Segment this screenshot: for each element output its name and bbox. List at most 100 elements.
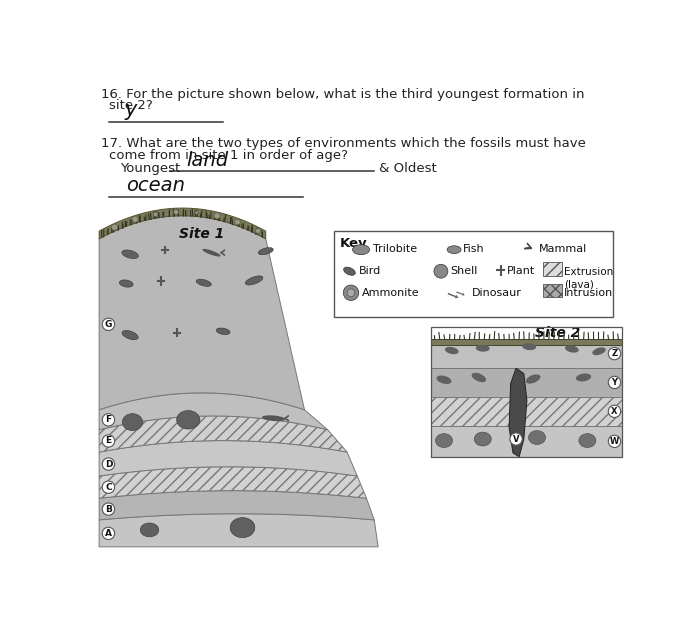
Ellipse shape <box>526 374 540 384</box>
Text: y: y <box>125 100 137 120</box>
Ellipse shape <box>522 343 536 350</box>
Text: 17. What are the two types of environments which the fossils must have: 17. What are the two types of environmen… <box>102 137 587 150</box>
Ellipse shape <box>176 411 200 429</box>
Ellipse shape <box>474 432 491 446</box>
Ellipse shape <box>447 246 461 253</box>
Text: Bird: Bird <box>358 266 381 276</box>
Ellipse shape <box>435 433 452 448</box>
Text: Plant: Plant <box>507 266 535 276</box>
Text: F: F <box>106 415 111 424</box>
Text: Dinosaur: Dinosaur <box>472 288 522 298</box>
Circle shape <box>608 376 621 388</box>
Circle shape <box>153 212 158 217</box>
Text: Ammonite: Ammonite <box>362 288 419 298</box>
Polygon shape <box>99 208 266 239</box>
Bar <box>430 339 622 368</box>
Ellipse shape <box>476 345 490 352</box>
Ellipse shape <box>262 415 285 421</box>
Circle shape <box>174 210 178 215</box>
Ellipse shape <box>122 250 139 258</box>
Circle shape <box>347 289 355 296</box>
Bar <box>334 231 613 318</box>
Ellipse shape <box>245 276 263 285</box>
Ellipse shape <box>344 267 356 275</box>
Text: Mammal: Mammal <box>539 244 587 254</box>
Text: V: V <box>513 435 519 444</box>
Ellipse shape <box>196 279 211 286</box>
Text: Z: Z <box>611 349 617 358</box>
Text: come from in site 1 in order of age?: come from in site 1 in order of age? <box>109 149 348 162</box>
Text: Intrusion: Intrusion <box>564 288 613 298</box>
Polygon shape <box>99 440 357 476</box>
Text: W: W <box>610 437 619 446</box>
Ellipse shape <box>122 331 138 340</box>
Polygon shape <box>99 514 378 547</box>
Circle shape <box>102 503 115 515</box>
Bar <box>430 426 622 457</box>
Polygon shape <box>99 491 374 520</box>
Ellipse shape <box>579 433 596 448</box>
Polygon shape <box>99 216 304 410</box>
Text: A: A <box>105 529 112 538</box>
Bar <box>430 339 622 345</box>
Bar <box>430 368 622 397</box>
Polygon shape <box>99 393 328 430</box>
Text: land: land <box>187 150 229 170</box>
Ellipse shape <box>528 431 545 444</box>
Circle shape <box>132 216 138 222</box>
Text: G: G <box>105 320 112 329</box>
Text: Youngest: Youngest <box>120 162 181 175</box>
Text: C: C <box>105 483 112 492</box>
Ellipse shape <box>230 518 255 538</box>
Text: site 2?: site 2? <box>109 99 153 112</box>
Circle shape <box>102 481 115 493</box>
FancyArrow shape <box>447 293 458 298</box>
FancyArrow shape <box>456 291 465 296</box>
Circle shape <box>256 228 260 233</box>
Circle shape <box>608 405 621 417</box>
Circle shape <box>608 347 621 359</box>
Ellipse shape <box>353 244 370 255</box>
Polygon shape <box>99 416 347 452</box>
Text: Fish: Fish <box>463 244 485 254</box>
Text: Site 2: Site 2 <box>535 326 580 340</box>
Ellipse shape <box>140 523 159 537</box>
Ellipse shape <box>445 347 458 354</box>
Text: E: E <box>106 437 111 446</box>
Circle shape <box>234 219 240 225</box>
Ellipse shape <box>202 249 220 257</box>
Circle shape <box>434 264 448 278</box>
Ellipse shape <box>437 376 452 384</box>
Text: B: B <box>105 505 112 514</box>
Ellipse shape <box>576 374 592 381</box>
Text: ocean: ocean <box>126 176 186 195</box>
Bar <box>430 327 622 457</box>
Text: Extrusion
(lava): Extrusion (lava) <box>564 267 613 290</box>
Circle shape <box>195 211 198 214</box>
Ellipse shape <box>472 373 486 382</box>
Text: Trilobite: Trilobite <box>372 244 416 254</box>
Circle shape <box>102 527 115 539</box>
Polygon shape <box>99 467 367 498</box>
Ellipse shape <box>258 248 273 255</box>
Text: X: X <box>611 407 617 416</box>
Circle shape <box>102 413 115 426</box>
Circle shape <box>102 458 115 470</box>
Circle shape <box>111 224 118 230</box>
Text: Site 1: Site 1 <box>179 228 224 241</box>
Ellipse shape <box>592 347 606 355</box>
Circle shape <box>510 433 522 445</box>
Polygon shape <box>509 368 527 457</box>
Text: & Oldest: & Oldest <box>379 162 437 175</box>
Text: 16. For the picture shown below, what is the third youngest formation in: 16. For the picture shown below, what is… <box>102 88 585 101</box>
Ellipse shape <box>216 328 230 334</box>
Text: Y: Y <box>612 378 617 387</box>
Text: Shell: Shell <box>450 266 477 276</box>
Circle shape <box>102 318 115 331</box>
Ellipse shape <box>122 413 143 431</box>
Bar <box>543 284 562 297</box>
Text: Key: Key <box>340 237 367 250</box>
Circle shape <box>343 285 358 300</box>
Bar <box>543 262 562 276</box>
Text: D: D <box>105 460 112 469</box>
